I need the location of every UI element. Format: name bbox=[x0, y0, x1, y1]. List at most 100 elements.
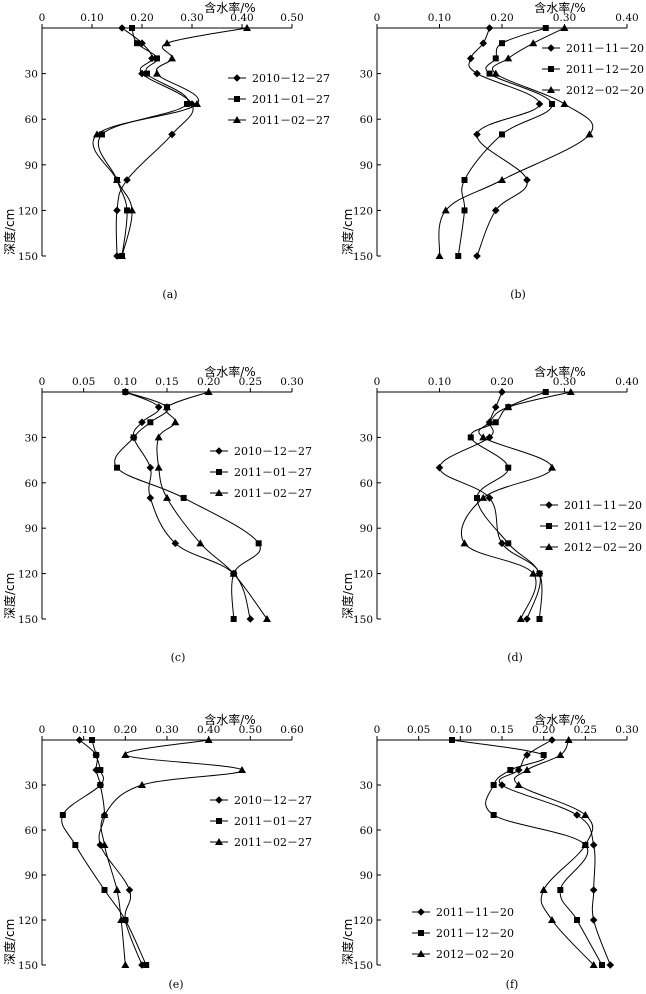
data-point bbox=[498, 781, 506, 789]
legend-marker bbox=[545, 501, 553, 509]
series-line bbox=[100, 739, 243, 966]
data-point bbox=[485, 24, 494, 32]
data-point bbox=[523, 751, 531, 759]
data-point bbox=[243, 24, 251, 31]
x-tick-label: 0.10 bbox=[114, 376, 137, 388]
data-point bbox=[113, 206, 121, 215]
data-point bbox=[441, 206, 450, 214]
data-point bbox=[118, 24, 126, 32]
y-tick-label: 60 bbox=[360, 478, 373, 490]
y-tick-label: 150 bbox=[18, 614, 38, 626]
series-3 bbox=[100, 736, 246, 968]
data-point bbox=[154, 433, 163, 441]
y-tick-label: 30 bbox=[25, 432, 38, 444]
x-tick-label: 0.30 bbox=[280, 376, 303, 388]
data-point bbox=[505, 464, 512, 471]
x-tick-label: 0.15 bbox=[155, 376, 178, 388]
chart-panel-5: 0 0.10 0.20 0.30 0.40 0.50 0.60 30 60 90 120 150 含水率… bbox=[2, 712, 312, 991]
x-tick-label: 0.05 bbox=[407, 724, 430, 736]
x-tick-label: 0.30 bbox=[180, 12, 203, 24]
x-tick-label: 0.60 bbox=[280, 724, 303, 736]
data-point bbox=[536, 570, 543, 577]
series-line bbox=[513, 739, 595, 966]
data-point bbox=[122, 389, 129, 395]
x-tick-label: 0.10 bbox=[449, 724, 472, 736]
series-2 bbox=[114, 389, 262, 622]
data-point bbox=[485, 494, 494, 502]
legend: 2011－11－20 2011－12－20 2012－02－20 bbox=[540, 499, 642, 554]
y-tick-label: 90 bbox=[25, 870, 38, 882]
y-axis-title: 深度/cm bbox=[340, 919, 355, 965]
data-point bbox=[507, 767, 514, 773]
data-point bbox=[246, 615, 255, 623]
data-point bbox=[138, 39, 146, 47]
x-axis-title: 含水率/% bbox=[204, 0, 255, 15]
data-point bbox=[564, 736, 573, 743]
data-point bbox=[255, 540, 262, 547]
series-1 bbox=[498, 736, 615, 969]
series-1 bbox=[113, 24, 196, 260]
data-point bbox=[540, 752, 547, 758]
data-point bbox=[460, 539, 469, 547]
data-point bbox=[557, 887, 564, 893]
data-point bbox=[498, 176, 506, 183]
x-tick-label: 0 bbox=[39, 376, 46, 388]
y-tick-label: 60 bbox=[360, 825, 373, 837]
panel-label: (c) bbox=[171, 651, 186, 664]
data-point bbox=[490, 812, 497, 818]
legend-label: 2010－12－27 bbox=[252, 72, 330, 85]
x-tick-label: 0.50 bbox=[280, 12, 303, 24]
x-tick-label: 0.15 bbox=[490, 724, 513, 736]
legend-label: 2011－01－27 bbox=[234, 466, 312, 479]
data-point bbox=[148, 54, 156, 63]
data-point bbox=[134, 40, 140, 47]
legend-label: 2011－02－27 bbox=[234, 836, 312, 849]
data-point bbox=[204, 736, 213, 743]
series-line bbox=[468, 27, 541, 257]
x-tick-label: 0 bbox=[39, 724, 46, 736]
legend-marker bbox=[215, 447, 223, 455]
data-point bbox=[606, 961, 615, 969]
data-point bbox=[514, 766, 523, 774]
data-point bbox=[113, 886, 121, 893]
data-point bbox=[529, 39, 538, 47]
data-point bbox=[589, 841, 598, 849]
legend-marker bbox=[215, 796, 223, 804]
legend-label: 2011－11－20 bbox=[564, 499, 642, 512]
series-3 bbox=[513, 736, 598, 968]
data-point bbox=[560, 100, 569, 107]
data-point bbox=[138, 961, 146, 969]
data-point bbox=[89, 737, 95, 743]
data-point bbox=[473, 130, 481, 139]
y-tick-label: 30 bbox=[25, 780, 38, 792]
y-tick-label: 60 bbox=[25, 114, 38, 126]
data-point bbox=[479, 433, 488, 441]
x-axis-title: 含水率/% bbox=[534, 712, 585, 727]
data-point bbox=[204, 388, 213, 395]
y-tick-label: 30 bbox=[360, 432, 373, 444]
chart-panel-4: 0 0.10 0.20 0.30 0.40 30 60 90 120 150 含水率/% 深度/cm 2… bbox=[340, 364, 642, 664]
legend-marker bbox=[215, 489, 223, 496]
data-point bbox=[449, 737, 455, 743]
data-point bbox=[599, 962, 605, 968]
panel-label: (b) bbox=[510, 288, 526, 301]
x-tick-label: 0.20 bbox=[114, 724, 137, 736]
x-tick-label: 0.40 bbox=[615, 12, 638, 24]
data-point bbox=[486, 70, 493, 77]
data-point bbox=[491, 69, 500, 77]
legend-label: 2011－01－27 bbox=[252, 93, 330, 106]
data-point bbox=[523, 176, 531, 184]
y-tick-label: 120 bbox=[353, 915, 373, 927]
data-point bbox=[171, 418, 180, 426]
data-point bbox=[574, 917, 580, 923]
series-3 bbox=[435, 24, 594, 259]
series-3 bbox=[460, 388, 575, 622]
y-tick-label: 150 bbox=[18, 251, 38, 263]
y-tick-label: 60 bbox=[360, 114, 373, 126]
x-tick-label: 0 bbox=[374, 376, 381, 388]
data-point bbox=[238, 766, 246, 773]
legend-marker bbox=[216, 818, 222, 824]
data-point bbox=[93, 752, 100, 758]
y-axis-title: 深度/cm bbox=[340, 209, 355, 255]
panel-label: (f) bbox=[506, 978, 519, 991]
